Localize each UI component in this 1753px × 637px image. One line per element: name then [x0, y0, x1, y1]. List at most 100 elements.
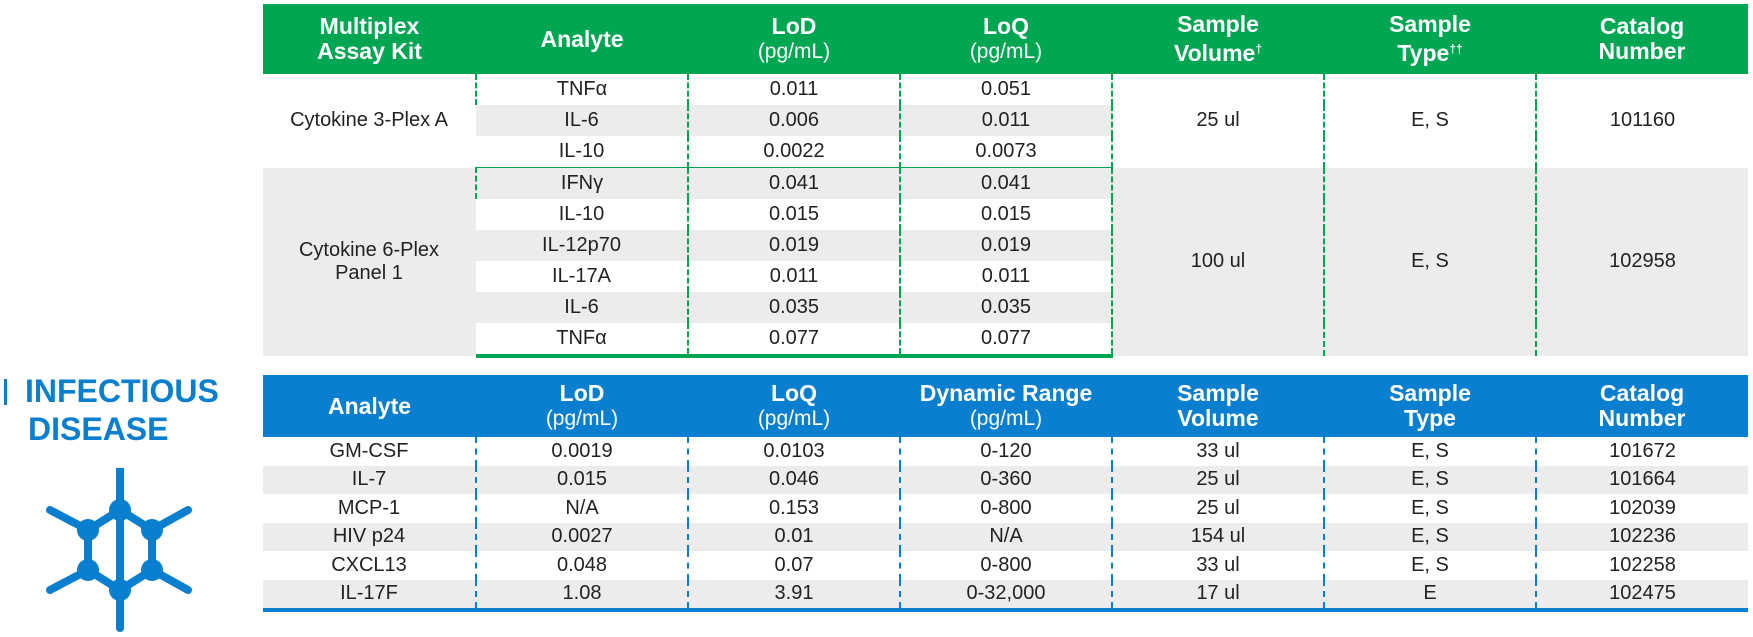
- analyte-cell: HIV p24: [263, 522, 476, 551]
- lod-cell: 0.041: [687, 167, 900, 199]
- header-catalog-number: Catalog Number: [1536, 375, 1748, 437]
- lod-cell: 0.048: [475, 551, 688, 580]
- analyte-cell: IL-17A: [552, 265, 611, 287]
- kit-name: Cytokine 3-Plex A: [263, 74, 476, 168]
- catalog-number-cell: 102958: [1535, 167, 1748, 356]
- catalog-number-cell: 101160: [1535, 74, 1748, 168]
- lod-cell: 0.0022: [687, 136, 900, 168]
- analyte-cell: IL-6: [476, 105, 688, 136]
- loq-cell: 0.041: [899, 167, 1112, 199]
- molecule-hexagon-icon: [46, 468, 192, 632]
- table-row: IL-10 0.0022 0.0073: [263, 136, 1748, 168]
- section-title-line1: INFECTIOUS: [25, 373, 219, 409]
- analyte-cell: IL-10: [558, 203, 605, 225]
- lod-cell: 0.019: [687, 230, 900, 261]
- header-sample-type: Sample Type: [1324, 375, 1536, 437]
- sample-type-cell: E: [1323, 579, 1536, 612]
- lod-cell: 1.08: [475, 579, 688, 612]
- analyte-cell: TNFα: [476, 323, 688, 358]
- dynamic-range-cell: 0-800: [899, 551, 1112, 580]
- loq-cell: 3.91: [687, 579, 900, 612]
- loq-cell: 0.046: [687, 465, 900, 494]
- loq-cell: 0.015: [899, 199, 1112, 230]
- table-row: GM-CSF 0.0019 0.0103 0-120 33 ul E, S 10…: [263, 437, 1748, 466]
- dynamic-range-cell: N/A: [899, 522, 1112, 551]
- kit-name: Cytokine 6-Plex Panel 1: [263, 167, 476, 356]
- analyte-cell: IL-12p70: [476, 230, 688, 261]
- sample-volume-cell: 25 ul: [1111, 494, 1324, 523]
- table-row: TNFα 0.077 0.077: [263, 323, 1748, 358]
- table-row: MCP-1 N/A 0.153 0-800 25 ul E, S 102039: [263, 494, 1748, 523]
- catalog-number-cell: 102258: [1535, 551, 1748, 580]
- lod-cell: 0.015: [475, 465, 688, 494]
- analyte-cell: IL-10: [476, 136, 688, 168]
- analyte-cell: IL-6: [476, 292, 688, 323]
- dynamic-range-cell: 0-800: [899, 494, 1112, 523]
- kit-group-6plex: Cytokine 6-Plex Panel 1 IFNγ 0.041 0.041 …: [263, 167, 1748, 358]
- sample-type-cell: E, S: [1323, 551, 1536, 580]
- analyte-cell: TNFα: [475, 74, 688, 105]
- header-catalog-number: Catalog Number: [1536, 4, 1748, 74]
- sample-volume-cell: 33 ul: [1111, 551, 1324, 580]
- sample-volume-cell: 100 ul: [1111, 167, 1324, 356]
- table-row: IL-6 0.006 0.011: [263, 105, 1748, 136]
- sample-type-cell: E, S: [1323, 465, 1536, 494]
- header-sample-volume: Sample Volume†: [1112, 4, 1324, 74]
- header-analyte: Analyte: [263, 375, 476, 437]
- sample-volume-cell: 33 ul: [1111, 437, 1324, 466]
- loq-cell: 0.051: [899, 74, 1112, 105]
- loq-cell: 0.07: [687, 551, 900, 580]
- sample-volume-cell: 25 ul: [1111, 74, 1324, 168]
- loq-cell: 0.077: [899, 323, 1112, 358]
- lod-cell: 0.0027: [475, 522, 688, 551]
- table-row: IL-10 0.015 0.015: [263, 199, 1748, 230]
- catalog-number-cell: 101672: [1535, 437, 1748, 466]
- catalog-number-cell: 101664: [1535, 465, 1748, 494]
- table-row: IL-17F 1.08 3.91 0-32,000 17 ul E 102475: [263, 579, 1748, 612]
- dynamic-range-cell: 0-120: [899, 437, 1112, 466]
- header-loq: LoQ (pg/mL): [900, 4, 1112, 74]
- catalog-number-cell: 102475: [1535, 579, 1748, 612]
- table-row: IL-6 0.035 0.035: [263, 292, 1748, 323]
- header-loq: LoQ (pg/mL): [688, 375, 900, 437]
- loq-cell: 0.035: [899, 292, 1112, 323]
- header-lod: LoD (pg/mL): [476, 375, 688, 437]
- lod-cell: 0.006: [687, 105, 900, 136]
- lod-cell: 0.015: [687, 199, 900, 230]
- infectious-disease-table: Analyte LoD (pg/mL) LoQ (pg/mL) Dynamic Ra…: [263, 375, 1748, 612]
- loq-cell: 0.153: [687, 494, 900, 523]
- kit-group-3plex: Cytokine 3-Plex A TNFα 0.011 0.051 25 ul…: [263, 74, 1748, 168]
- analyte-cell: IL-17F: [263, 579, 476, 612]
- section-title: INFECTIOUS DISEASE: [4, 372, 219, 448]
- catalog-number-cell: 102236: [1535, 522, 1748, 551]
- sample-type-cell: E, S: [1323, 74, 1536, 168]
- loq-cell: 0.019: [899, 230, 1112, 261]
- table-row: IL-12p70 0.019 0.019: [263, 230, 1748, 261]
- sample-type-cell: E, S: [1323, 522, 1536, 551]
- table-row: HIV p24 0.0027 0.01 N/A 154 ul E, S 1022…: [263, 522, 1748, 551]
- table-row: IL-7 0.015 0.046 0-360 25 ul E, S 101664: [263, 465, 1748, 494]
- lod-cell: 0.011: [687, 261, 900, 292]
- catalog-number-cell: 102039: [1535, 494, 1748, 523]
- loq-cell: 0.011: [899, 105, 1112, 136]
- loq-cell: 0.0073: [899, 136, 1112, 168]
- dynamic-range-cell: 0-32,000: [899, 579, 1112, 612]
- lod-cell: 0.011: [687, 74, 900, 105]
- title-bar: [4, 379, 7, 405]
- sample-type-cell: E, S: [1323, 437, 1536, 466]
- lod-cell: 0.077: [687, 323, 900, 358]
- header-sample-type: Sample Type††: [1324, 4, 1536, 74]
- header-dynamic-range: Dynamic Range (pg/mL): [900, 375, 1112, 437]
- dynamic-range-cell: 0-360: [899, 465, 1112, 494]
- analyte-cell: IL-7: [263, 465, 476, 494]
- table-row: Cytokine 3-Plex A TNFα 0.011 0.051 25 ul…: [263, 74, 1748, 168]
- table-header-row: Analyte LoD (pg/mL) LoQ (pg/mL) Dynamic Ra…: [263, 375, 1748, 437]
- loq-cell: 0.0103: [687, 437, 900, 466]
- table-row: CXCL13 0.048 0.07 0-800 33 ul E, S 10225…: [263, 551, 1748, 580]
- sample-volume-cell: 17 ul: [1111, 579, 1324, 612]
- sample-type-cell: E, S: [1323, 494, 1536, 523]
- header-analyte: Analyte: [476, 4, 688, 74]
- header-kit: Multiplex Assay Kit: [263, 4, 476, 74]
- analyte-cell: CXCL13: [331, 553, 407, 576]
- loq-cell: 0.01: [687, 522, 900, 551]
